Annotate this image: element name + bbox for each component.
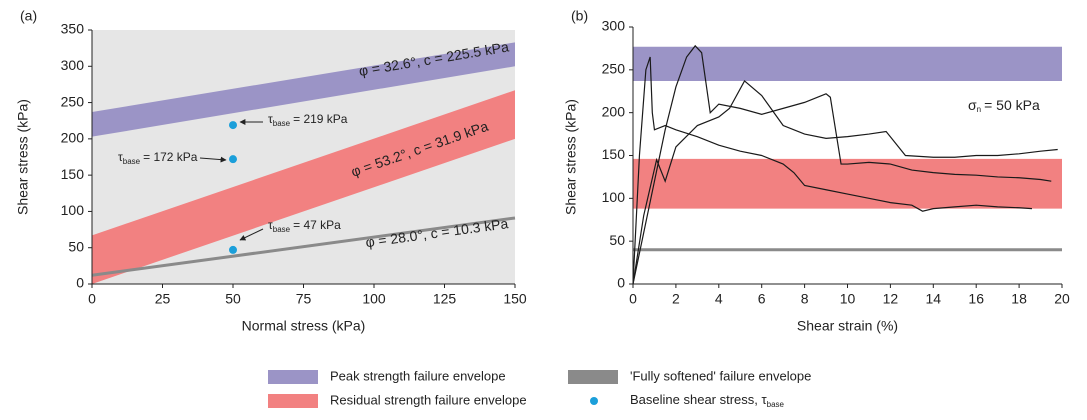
y-tick-label: 0 [617, 275, 625, 291]
y-tick-label: 350 [61, 21, 85, 37]
legend-label: 'Fully softened' failure envelope [630, 368, 811, 383]
y-tick-label: 150 [602, 146, 626, 162]
legend-label-subscript: base [767, 400, 785, 409]
x-tick-label: 16 [968, 291, 984, 307]
y-tick-label: 50 [609, 232, 625, 248]
y-tick-label: 300 [61, 57, 85, 73]
envelope-band [92, 90, 515, 284]
y-tick-label: 100 [61, 202, 85, 218]
baseline-label-subscript: base [273, 225, 291, 234]
x-tick-label: 10 [840, 291, 856, 307]
baseline-label-text: = 47 kPa [293, 218, 341, 232]
stress-strain-curve [632, 44, 1052, 285]
baseline-label-symbol: τ [268, 218, 273, 232]
x-axis-label: Normal stress (kPa) [242, 318, 366, 334]
x-tick-label: 125 [433, 291, 457, 307]
x-axis-label: Shear strain (%) [797, 318, 898, 334]
y-tick-label: 200 [61, 130, 85, 146]
normal-stress-label-subscript: n [977, 105, 981, 114]
normal-stress-label: σn = 50 kPa [968, 97, 1040, 114]
annotation-arrow [199, 156, 227, 163]
baseline-label-symbol: τ [268, 112, 273, 126]
envelope-line [91, 216, 516, 277]
y-tick-label: 250 [61, 93, 85, 109]
x-tick-label: 0 [629, 291, 637, 307]
baseline-point [229, 155, 237, 164]
x-tick-label: 0 [88, 291, 96, 307]
x-tick-label: 12 [883, 291, 899, 307]
y-tick-label: 0 [76, 275, 84, 291]
x-tick-label: 18 [1011, 291, 1027, 307]
x-tick-label: 14 [926, 291, 942, 307]
panel-label: (a) [20, 8, 37, 24]
baseline-label-text: = 219 kPa [293, 112, 348, 126]
annotation-arrow [239, 228, 264, 241]
baseline-label-subscript: base [273, 119, 291, 128]
x-tick-label: 50 [225, 291, 241, 307]
normal-stress-label-text: = 50 kPa [984, 97, 1040, 113]
legend-swatch [590, 397, 598, 405]
y-tick-label: 150 [61, 166, 85, 182]
legend-swatch [268, 394, 318, 408]
x-tick-label: 25 [155, 291, 171, 307]
x-tick-label: 8 [801, 291, 809, 307]
baseline-label-text: = 172 kPa [143, 150, 198, 164]
x-tick-label: 75 [296, 291, 312, 307]
envelope-band [92, 42, 515, 137]
x-tick-label: 6 [758, 291, 766, 307]
legend-swatch [568, 370, 618, 384]
y-axis-label: Shear stress (kPa) [563, 99, 579, 215]
baseline-label: τbase = 172 kPa [118, 150, 198, 166]
baseline-point [229, 121, 237, 130]
y-tick-label: 100 [602, 189, 626, 205]
baseline-label: τbase = 47 kPa [268, 218, 341, 234]
envelope-band [633, 158, 1062, 209]
y-tick-label: 250 [602, 61, 626, 77]
legend-label: Baseline shear stress, τbase [630, 392, 785, 409]
baseline-point [229, 245, 237, 254]
envelope-band [633, 46, 1062, 81]
x-tick-label: 100 [362, 291, 386, 307]
baseline-label-symbol: τ [118, 150, 123, 164]
x-tick-label: 150 [503, 291, 527, 307]
baseline-label: τbase = 219 kPa [268, 112, 348, 128]
y-axis-label: Shear stress (kPa) [15, 99, 31, 215]
legend-label: Residual strength failure envelope [330, 392, 527, 407]
y-tick-label: 50 [68, 238, 84, 254]
x-tick-label: 20 [1054, 291, 1070, 307]
y-tick-label: 300 [602, 18, 626, 34]
legend-swatch [268, 370, 318, 384]
legend-label-text: Baseline shear stress, τ [630, 392, 768, 407]
stress-strain-curve [632, 56, 1033, 285]
stress-strain-curve [632, 80, 1058, 285]
y-tick-label: 200 [602, 103, 626, 119]
x-tick-label: 2 [672, 291, 680, 307]
normal-stress-label-symbol: σ [968, 97, 977, 113]
x-tick-label: 4 [715, 291, 723, 307]
baseline-label-subscript: base [123, 157, 141, 166]
legend-label: Peak strength failure envelope [330, 368, 506, 383]
panel-label: (b) [571, 8, 588, 24]
